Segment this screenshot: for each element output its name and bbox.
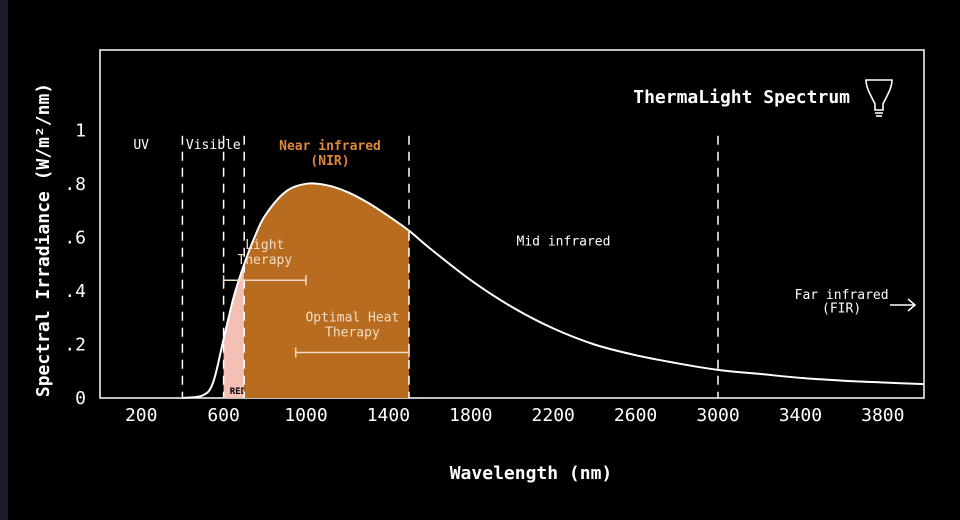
x-tick-label: 200	[125, 405, 158, 426]
y-tick-label: .6	[64, 227, 86, 248]
x-tick-label: 2600	[614, 405, 657, 426]
light-therapy-label: Therapy	[237, 253, 292, 268]
x-tick-label: 3800	[861, 405, 904, 426]
plot-frame	[99, 49, 925, 399]
irradiance-curve	[182, 182, 925, 399]
y-tick-label: .8	[64, 174, 86, 195]
band-nir	[244, 183, 409, 398]
x-tick-label: 3000	[696, 405, 739, 426]
x-tick-label: 2200	[532, 405, 575, 426]
y-tick-label: .2	[64, 335, 86, 356]
nir-label-line1: Near infrared	[279, 139, 381, 154]
optimal-heat-therapy-label: Optimal Heat	[305, 311, 399, 326]
x-tick-label: 1400	[367, 405, 410, 426]
arrow-right-icon	[890, 298, 917, 312]
nir-label-line2: (NIR)	[310, 154, 349, 169]
x-tick-label: 1000	[284, 405, 327, 426]
region-label-uv: UV	[133, 138, 149, 153]
band-red	[223, 264, 245, 398]
y-tick-label: 0	[75, 388, 86, 409]
x-axis-label: Wavelength (nm)	[450, 463, 613, 484]
window-edge	[0, 0, 8, 520]
region-label-far2: (FIR)	[822, 301, 861, 316]
region-label-visible: Visible	[186, 138, 241, 153]
band-red-label: RED	[230, 387, 247, 397]
x-tick-label: 600	[207, 405, 240, 426]
region-label-far1: Far infrared	[795, 288, 889, 303]
x-tick-label: 1800	[449, 405, 492, 426]
y-tick-label: .4	[64, 281, 86, 302]
light-bulb-icon	[865, 79, 893, 117]
x-tick-label: 3400	[779, 405, 822, 426]
region-label-mid: Mid infrared	[517, 234, 611, 249]
light-therapy-label: Light	[245, 238, 284, 253]
chart-title: ThermaLight Spectrum	[633, 87, 850, 108]
optimal-heat-therapy-label: Therapy	[325, 326, 380, 341]
y-axis-label: Spectral Irradiance (W/m²/nm)	[33, 83, 54, 397]
y-tick-label: 1	[75, 120, 86, 141]
